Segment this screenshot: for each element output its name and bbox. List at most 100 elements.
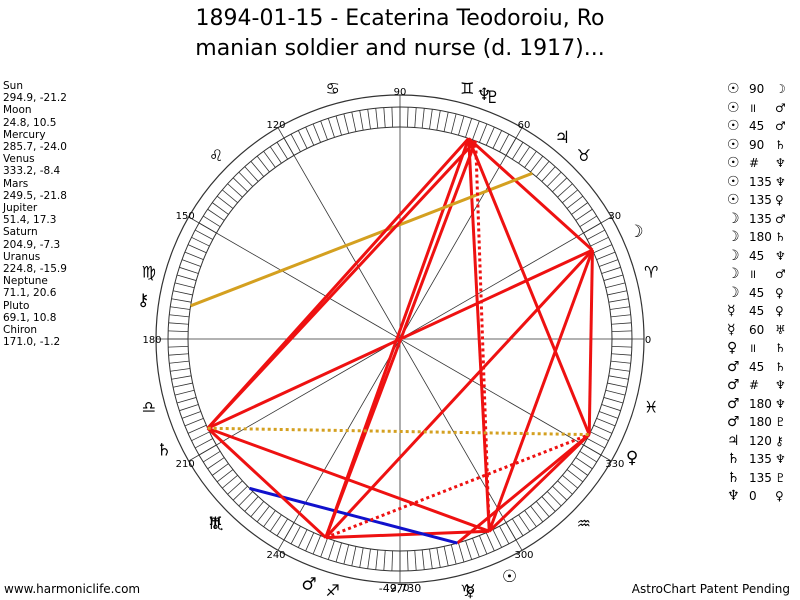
aspect-type-label: # [749, 378, 760, 392]
aspect-planet-2-glyph: ♆ [775, 156, 786, 170]
aspect-planet-2-glyph: ♂ [775, 211, 786, 226]
degree-tick [546, 491, 562, 507]
aspect-type-label: 45 [749, 248, 765, 263]
degree-tick [611, 353, 632, 356]
degree-tick [170, 368, 191, 372]
degree-tick [269, 514, 282, 532]
degree-tick [176, 274, 197, 281]
aspect-planet-2-glyph: ♆ [775, 248, 786, 263]
zodiac-sign-glyph: ♏ [209, 514, 223, 533]
degree-tick [179, 404, 199, 412]
degree-tick [174, 389, 195, 396]
aspect-line [325, 433, 590, 539]
aspect-line [324, 249, 594, 539]
aspect-planet-2-glyph: ♆ [775, 396, 786, 411]
aspect-line [324, 140, 478, 539]
degree-tick [562, 474, 578, 489]
degree-tick [571, 463, 588, 476]
degree-tick [421, 108, 425, 129]
aspect-type-label: 135 [749, 174, 772, 189]
degree-tick [512, 142, 524, 160]
degree-tick [429, 109, 433, 130]
degree-tick [375, 108, 379, 129]
degree-tick [603, 397, 624, 404]
aspect-planet-2-glyph: ♂ [775, 100, 786, 115]
aspect-row: ☉ 135 ♀ [727, 191, 795, 210]
degree-tick [343, 113, 350, 134]
degree-tick [191, 431, 210, 442]
degree-tick [499, 133, 510, 153]
aspect-line [487, 249, 594, 532]
degree-tick [472, 538, 480, 558]
degree-tick [227, 183, 243, 198]
chart-title-line-2: manian soldier and nurse (d. 1917)... [195, 36, 605, 61]
degree-tick [524, 510, 537, 527]
aspect-line [325, 529, 490, 540]
aspect-planet-1-glyph: ♄ [727, 451, 740, 467]
degree-tick [465, 540, 473, 560]
degree-tick [575, 208, 593, 221]
aspect-row: ♀ ॥ ♄ [727, 339, 795, 358]
degree-tick [518, 146, 531, 164]
degree-tick [541, 496, 556, 512]
degree-tick [216, 469, 234, 483]
degree-label: 90 [394, 87, 407, 98]
planet-glyph: ♂ [301, 575, 316, 595]
degree-tick [608, 375, 629, 380]
degree-tick [263, 151, 276, 168]
aspect-type-label: 135 [749, 193, 772, 207]
degree-label: 60 [518, 120, 531, 131]
aspect-line [587, 250, 594, 435]
degree-tick [212, 202, 229, 215]
degree-label: 0 [645, 335, 651, 346]
degree-tick [191, 236, 210, 247]
degree-tick [297, 529, 308, 548]
aspect-type-label: 135 [749, 452, 772, 466]
aspect-planet-2-glyph: ♅ [775, 322, 786, 337]
aspect-type-label: 135 [749, 470, 772, 485]
degree-label: 30 [608, 211, 621, 222]
aspect-planet-1-glyph: ☿ [727, 303, 736, 319]
aspect-row: ♂ # ♆ [727, 376, 795, 395]
zodiac-sign-glyph: ♋ [326, 79, 340, 98]
planet-glyph: ⚷ [137, 290, 149, 310]
degree-tick [596, 251, 616, 260]
aspect-planet-1-glyph: ☿ [727, 321, 736, 338]
aspect-type-label: 45 [749, 119, 765, 133]
degree-tick [181, 411, 201, 419]
degree-tick [579, 215, 597, 227]
website-link[interactable]: www.harmoniclife.com [4, 582, 141, 596]
planet-glyph: ♇ [485, 88, 500, 108]
degree-tick [406, 107, 409, 128]
planet-pluto-coords: 69.1, 10.8 [3, 311, 57, 324]
degree-tick [203, 451, 221, 463]
chart-title-line-1: 1894-01-15 - Ecaterina Teodoroiu, Ro [195, 6, 605, 31]
degree-label: 240 [266, 550, 285, 561]
degree-tick [327, 540, 335, 560]
degree-tick [562, 189, 578, 204]
degree-tick [179, 266, 199, 274]
aspect-type-label: 120 [749, 433, 772, 448]
planet-glyph: ♄ [157, 440, 172, 460]
aspect-row: ☿ 45 ♀ [727, 302, 795, 321]
degree-tick [557, 183, 573, 198]
degree-tick [414, 550, 417, 571]
aspect-planet-2-glyph: ⚷ [775, 433, 784, 448]
aspect-planet-2-glyph: ☽ [775, 82, 786, 96]
degree-tick [168, 345, 189, 348]
aspect-planet-1-glyph: ☽ [727, 247, 740, 264]
zodiac-sign-glyph: ♓ [644, 397, 658, 416]
zodiac-sign-glyph: ♒ [577, 514, 591, 533]
degree-tick [250, 161, 265, 177]
degree-tick [492, 529, 503, 548]
degree-tick [458, 542, 465, 563]
degree-tick [232, 485, 248, 501]
degree-tick [367, 109, 371, 130]
planet-glyph: ☉ [502, 567, 517, 587]
aspect-type-label: 45 [749, 359, 765, 374]
aspect-planet-2-glyph: ♆ [775, 174, 786, 189]
planet-moon-name: Moon [3, 104, 32, 117]
degree-tick [512, 518, 524, 536]
aspect-planet-2-glyph: ♇ [775, 415, 786, 429]
degree-tick [546, 171, 562, 187]
